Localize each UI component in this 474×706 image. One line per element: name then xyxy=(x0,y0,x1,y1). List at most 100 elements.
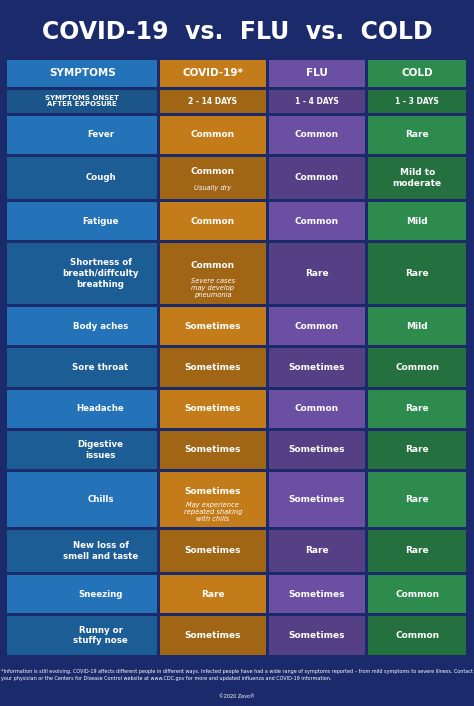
Bar xyxy=(8,59,157,87)
Text: COVID-19  vs.  FLU  vs.  COLD: COVID-19 vs. FLU vs. COLD xyxy=(42,20,432,44)
Bar xyxy=(160,116,265,154)
Bar xyxy=(269,575,365,614)
Bar xyxy=(160,59,265,87)
Text: Common: Common xyxy=(191,217,235,226)
Text: FLU: FLU xyxy=(306,68,328,78)
Text: Common: Common xyxy=(191,261,235,270)
Text: Chills: Chills xyxy=(87,495,114,504)
Bar xyxy=(269,202,365,240)
Text: Fever: Fever xyxy=(87,130,114,139)
Bar xyxy=(269,530,365,572)
Text: Common: Common xyxy=(295,217,339,226)
Text: Sometimes: Sometimes xyxy=(184,487,241,496)
Text: Common: Common xyxy=(295,322,339,331)
Bar xyxy=(269,244,365,304)
Bar xyxy=(160,307,265,345)
Bar xyxy=(368,202,466,240)
Text: Cough: Cough xyxy=(85,174,116,182)
Bar xyxy=(8,472,157,527)
Bar xyxy=(269,431,365,469)
Text: Rare: Rare xyxy=(405,269,429,278)
Text: Rare: Rare xyxy=(405,130,429,139)
Text: Sometimes: Sometimes xyxy=(289,590,345,599)
Text: Common: Common xyxy=(395,590,439,599)
Text: Rare: Rare xyxy=(405,495,429,504)
Text: Mild: Mild xyxy=(406,322,428,331)
Text: Rare: Rare xyxy=(405,405,429,413)
Bar xyxy=(8,90,157,112)
Bar xyxy=(269,307,365,345)
Bar xyxy=(269,390,365,428)
Bar xyxy=(160,90,265,112)
Text: Rare: Rare xyxy=(405,445,429,455)
Bar xyxy=(269,116,365,154)
Text: New loss of
smell and taste: New loss of smell and taste xyxy=(63,541,138,561)
Text: Runny or
stuffy nose: Runny or stuffy nose xyxy=(73,626,128,645)
Text: Mild: Mild xyxy=(406,217,428,226)
Bar xyxy=(8,390,157,428)
Text: *Information is still evolving. COVID-19 affects different people in different w: *Information is still evolving. COVID-19… xyxy=(1,669,473,681)
Bar xyxy=(368,575,466,614)
Text: Headache: Headache xyxy=(77,405,124,413)
Bar xyxy=(160,431,265,469)
Text: Common: Common xyxy=(191,130,235,139)
Text: Usually dry: Usually dry xyxy=(194,185,231,191)
Bar xyxy=(8,348,157,387)
Text: Rare: Rare xyxy=(201,590,225,599)
Bar xyxy=(368,431,466,469)
Text: Common: Common xyxy=(191,167,235,176)
Bar xyxy=(368,616,466,654)
Bar xyxy=(368,390,466,428)
Text: Sneezing: Sneezing xyxy=(78,590,123,599)
Text: Body aches: Body aches xyxy=(73,322,128,331)
Text: Common: Common xyxy=(295,405,339,413)
Text: SYMPTOMS: SYMPTOMS xyxy=(49,68,116,78)
Bar xyxy=(368,59,466,87)
Text: COLD: COLD xyxy=(401,68,433,78)
Text: Fatigue: Fatigue xyxy=(82,217,118,226)
Bar xyxy=(368,116,466,154)
Text: Sometimes: Sometimes xyxy=(184,445,241,455)
Text: Common: Common xyxy=(295,174,339,182)
Bar xyxy=(269,157,365,199)
Bar xyxy=(160,202,265,240)
Text: 1 - 4 DAYS: 1 - 4 DAYS xyxy=(295,97,338,105)
Bar xyxy=(269,90,365,112)
Text: Sore throat: Sore throat xyxy=(73,363,128,372)
Text: Rare: Rare xyxy=(305,269,328,278)
Text: Rare: Rare xyxy=(405,546,429,556)
Bar xyxy=(8,431,157,469)
Text: COVID-19*: COVID-19* xyxy=(182,68,243,78)
Bar xyxy=(8,616,157,654)
Text: Sometimes: Sometimes xyxy=(184,631,241,640)
Text: ©2020 Zevo®: ©2020 Zevo® xyxy=(219,695,255,700)
Bar xyxy=(8,575,157,614)
Bar xyxy=(269,616,365,654)
Text: Sometimes: Sometimes xyxy=(289,445,345,455)
Text: Sometimes: Sometimes xyxy=(184,546,241,556)
Text: Sometimes: Sometimes xyxy=(289,495,345,504)
Bar xyxy=(8,116,157,154)
Bar xyxy=(160,390,265,428)
Bar xyxy=(368,472,466,527)
Bar xyxy=(368,348,466,387)
Bar xyxy=(8,202,157,240)
Text: 2 - 14 DAYS: 2 - 14 DAYS xyxy=(188,97,237,105)
Bar xyxy=(160,472,265,527)
Text: Rare: Rare xyxy=(305,546,328,556)
Text: Mild to
moderate: Mild to moderate xyxy=(392,168,442,188)
Bar xyxy=(368,157,466,199)
Bar xyxy=(368,244,466,304)
Text: Common: Common xyxy=(395,363,439,372)
Bar xyxy=(160,616,265,654)
Text: Shortness of
breath/diffculty
breathing: Shortness of breath/diffculty breathing xyxy=(62,258,139,289)
Text: Sometimes: Sometimes xyxy=(184,405,241,413)
Bar xyxy=(160,244,265,304)
Bar xyxy=(8,307,157,345)
Text: Sometimes: Sometimes xyxy=(289,363,345,372)
Bar xyxy=(8,244,157,304)
Text: 1 - 3 DAYS: 1 - 3 DAYS xyxy=(395,97,439,105)
Text: Common: Common xyxy=(395,631,439,640)
Bar xyxy=(160,157,265,199)
Text: Sometimes: Sometimes xyxy=(184,322,241,331)
